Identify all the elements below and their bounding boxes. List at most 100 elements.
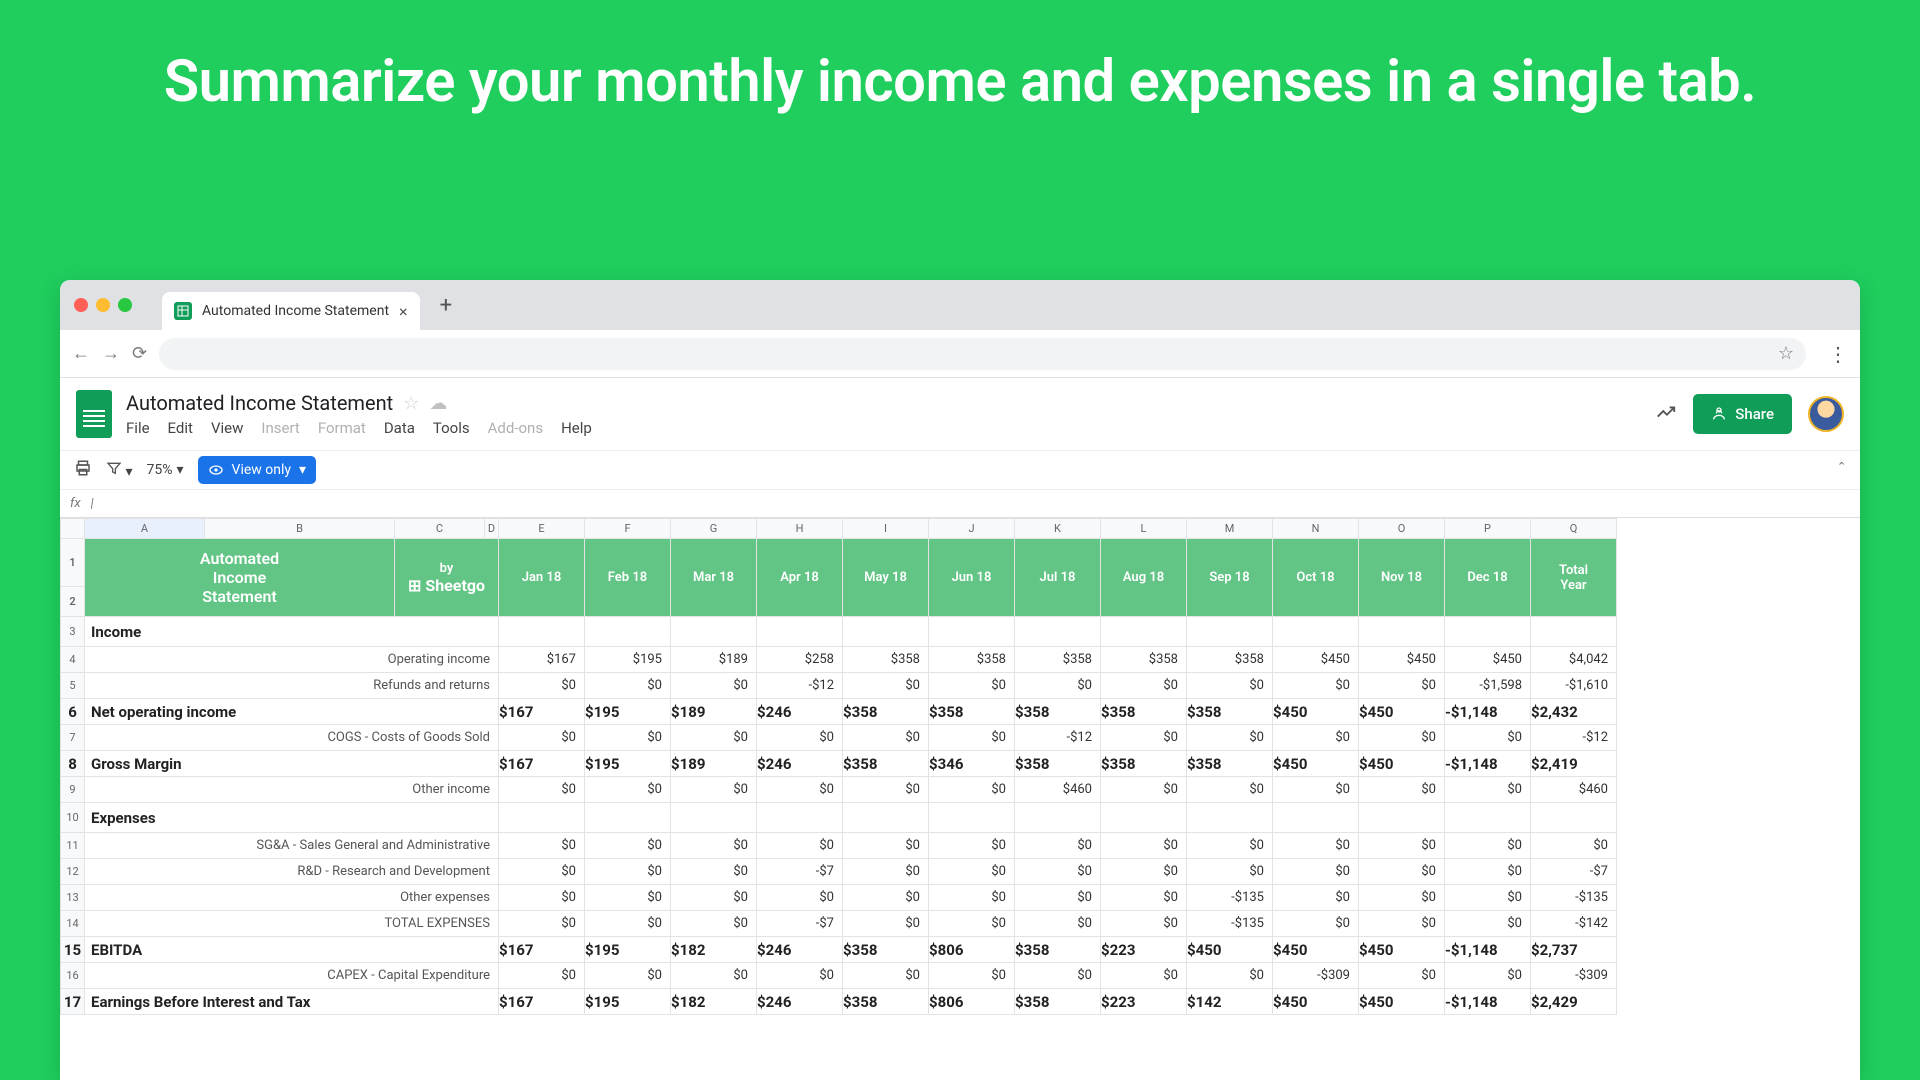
new-tab-icon[interactable]: +: [440, 293, 452, 318]
cell[interactable]: $0: [1187, 673, 1273, 699]
menu-insert[interactable]: Insert: [261, 419, 299, 437]
doc-title[interactable]: Automated Income Statement: [126, 391, 393, 415]
cell[interactable]: $0: [1273, 885, 1359, 911]
col-header[interactable]: G: [671, 519, 757, 539]
row-label[interactable]: R&D - Research and Development: [85, 859, 499, 885]
cell[interactable]: $0: [1101, 859, 1187, 885]
browser-menu-icon[interactable]: ⋮: [1828, 342, 1848, 366]
cell[interactable]: $0: [757, 885, 843, 911]
cell[interactable]: $246: [757, 989, 843, 1015]
cell[interactable]: $358: [1187, 751, 1273, 777]
cell[interactable]: $0: [843, 859, 929, 885]
row-label[interactable]: Earnings Before Interest and Tax: [85, 989, 499, 1015]
row-label[interactable]: Net operating income: [85, 699, 499, 725]
cell[interactable]: $0: [499, 859, 585, 885]
cell[interactable]: $0: [929, 833, 1015, 859]
cell[interactable]: $450: [1359, 989, 1445, 1015]
row-label[interactable]: SG&A - Sales General and Administrative: [85, 833, 499, 859]
cell[interactable]: $223: [1101, 989, 1187, 1015]
cell[interactable]: $0: [1015, 833, 1101, 859]
cell[interactable]: -$135: [1187, 885, 1273, 911]
cell[interactable]: $0: [1445, 963, 1531, 989]
cell[interactable]: $806: [929, 937, 1015, 963]
cell[interactable]: $0: [1015, 673, 1101, 699]
cell[interactable]: -$1,148: [1445, 989, 1531, 1015]
cell[interactable]: -$1,598: [1445, 673, 1531, 699]
cell[interactable]: $0: [499, 885, 585, 911]
cell[interactable]: $450: [1273, 751, 1359, 777]
cell[interactable]: $167: [499, 699, 585, 725]
cell[interactable]: $450: [1359, 937, 1445, 963]
minimize-window-icon[interactable]: [96, 298, 110, 312]
bookmark-icon[interactable]: ☆: [1778, 343, 1794, 364]
browser-tab[interactable]: Automated Income Statement ×: [162, 292, 420, 330]
cell[interactable]: $0: [1445, 777, 1531, 803]
menu-tools[interactable]: Tools: [433, 419, 470, 437]
cell[interactable]: $0: [585, 963, 671, 989]
share-button[interactable]: Share: [1693, 394, 1792, 434]
row-label[interactable]: Income: [85, 617, 499, 647]
cell[interactable]: $0: [671, 833, 757, 859]
close-tab-icon[interactable]: ×: [399, 302, 408, 321]
menu-data[interactable]: Data: [384, 419, 415, 437]
cell[interactable]: $0: [929, 885, 1015, 911]
cell[interactable]: $0: [1015, 963, 1101, 989]
forward-icon[interactable]: →: [102, 343, 120, 364]
cell[interactable]: $0: [585, 885, 671, 911]
row-label[interactable]: Gross Margin: [85, 751, 499, 777]
cell[interactable]: $358: [1187, 699, 1273, 725]
cell[interactable]: $0: [1273, 725, 1359, 751]
cell[interactable]: $0: [1187, 859, 1273, 885]
cell[interactable]: $189: [671, 699, 757, 725]
cell[interactable]: $2,429: [1531, 989, 1617, 1015]
col-header[interactable]: D: [485, 519, 499, 539]
reload-icon[interactable]: ⟳: [132, 343, 147, 364]
cell[interactable]: $0: [1273, 673, 1359, 699]
cell[interactable]: $195: [585, 989, 671, 1015]
cell[interactable]: -$1,610: [1531, 673, 1617, 699]
cell[interactable]: $358: [1015, 989, 1101, 1015]
cell[interactable]: $0: [499, 725, 585, 751]
row-label[interactable]: Operating income: [85, 647, 499, 673]
cell[interactable]: $450: [1273, 937, 1359, 963]
cell[interactable]: $0: [671, 725, 757, 751]
cell[interactable]: $258: [757, 647, 843, 673]
cell[interactable]: $0: [843, 833, 929, 859]
cell[interactable]: $0: [1273, 859, 1359, 885]
cell[interactable]: $0: [499, 777, 585, 803]
cell[interactable]: $4,042: [1531, 647, 1617, 673]
cell[interactable]: $0: [585, 911, 671, 937]
row-label[interactable]: CAPEX - Capital Expenditure: [85, 963, 499, 989]
cell[interactable]: $0: [1359, 859, 1445, 885]
cell[interactable]: $0: [585, 859, 671, 885]
cell[interactable]: $0: [843, 963, 929, 989]
cell[interactable]: $358: [1101, 751, 1187, 777]
star-icon[interactable]: ☆: [403, 393, 419, 414]
cell[interactable]: $0: [1273, 833, 1359, 859]
cell[interactable]: -$135: [1187, 911, 1273, 937]
cell[interactable]: $0: [1531, 833, 1617, 859]
col-header[interactable]: E: [499, 519, 585, 539]
cell[interactable]: $182: [671, 989, 757, 1015]
cell[interactable]: $450: [1445, 647, 1531, 673]
cell[interactable]: $0: [585, 673, 671, 699]
cell[interactable]: $358: [1101, 699, 1187, 725]
cell[interactable]: $0: [1359, 911, 1445, 937]
cell[interactable]: -$12: [1531, 725, 1617, 751]
cell[interactable]: -$7: [757, 859, 843, 885]
cell[interactable]: $182: [671, 937, 757, 963]
row-label[interactable]: Other expenses: [85, 885, 499, 911]
print-icon[interactable]: [74, 459, 92, 481]
cell[interactable]: $0: [1015, 911, 1101, 937]
cell[interactable]: $0: [671, 885, 757, 911]
cell[interactable]: -$1,148: [1445, 751, 1531, 777]
cell[interactable]: $0: [1187, 777, 1273, 803]
cell[interactable]: $358: [843, 699, 929, 725]
cell[interactable]: $0: [757, 963, 843, 989]
cell[interactable]: $246: [757, 937, 843, 963]
row-label[interactable]: EBITDA: [85, 937, 499, 963]
formula-bar[interactable]: fx |: [60, 490, 1860, 518]
col-header[interactable]: K: [1015, 519, 1101, 539]
cell[interactable]: $450: [1187, 937, 1273, 963]
cell[interactable]: $0: [585, 777, 671, 803]
